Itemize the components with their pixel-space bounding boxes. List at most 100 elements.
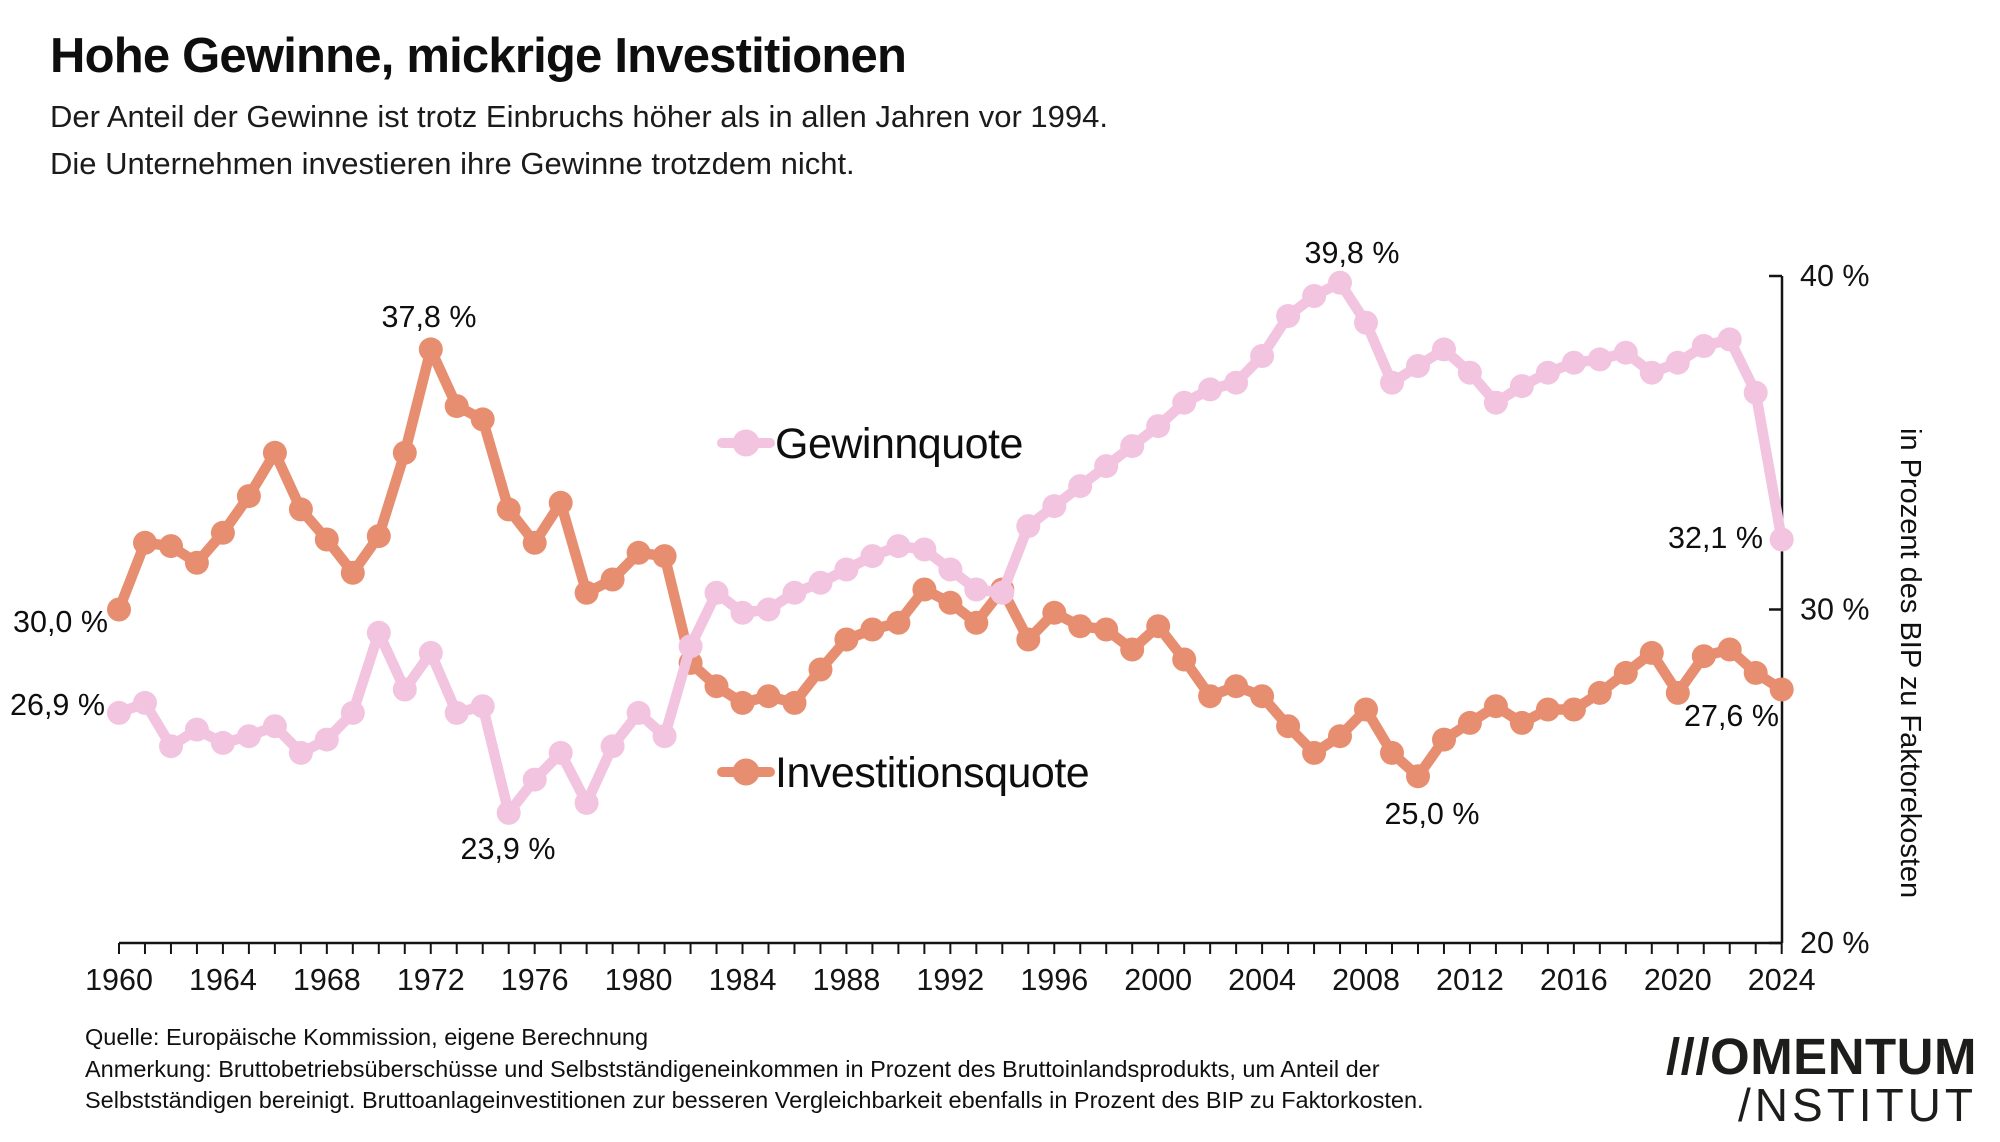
gewinnquote-legend-label: Gewinnquote (775, 420, 1023, 468)
gewinnquote-point (1457, 360, 1482, 385)
x-axis-tick-label: 1976 (501, 963, 569, 997)
investitionsquote-legend-label: Investitionsquote (775, 749, 1089, 797)
gewinnquote-point (1665, 350, 1690, 375)
investitionsquote-point (1613, 660, 1638, 685)
investitionsquote-point (184, 550, 209, 575)
investitionsquote-point (1432, 727, 1456, 752)
gewinnquote-point (1276, 304, 1301, 328)
gewinnquote-point (990, 580, 1015, 605)
gewinnquote-point (1535, 360, 1560, 385)
y-axis-tick-label: 30 % (1800, 593, 1870, 627)
x-axis-tick-label: 1968 (293, 963, 361, 997)
x-axis-tick-label: 1960 (85, 963, 153, 997)
investitionsquote-point (704, 674, 729, 699)
gewinnquote-point (1769, 527, 1794, 552)
gewinnquote-point (1250, 344, 1275, 368)
investitionsquote-point (1146, 614, 1171, 639)
x-axis-tick-label: 2000 (1124, 963, 1192, 997)
investitionsquote-point (1302, 740, 1327, 765)
investitionsquote-point (808, 657, 833, 682)
investitionsquote-point (1406, 764, 1430, 789)
investitionsquote-point (1380, 740, 1404, 765)
value-annotation: 23,9 % (461, 832, 556, 866)
investitionsquote-point (470, 407, 495, 432)
annotation-note-line1: Anmerkung: Bruttobetriebsüberschüsse und… (85, 1055, 1380, 1082)
x-axis-tick-label: 1964 (189, 963, 257, 997)
value-annotation: 39,8 % (1305, 236, 1400, 270)
gewinnquote-point (366, 620, 391, 645)
footer: Quelle: Europäische Kommission, eigene B… (85, 1022, 1424, 1117)
investitionsquote-point (392, 440, 417, 465)
chart-subtitle-line2: Die Unternehmen investieren ihre Gewinne… (50, 146, 855, 181)
investitionsquote-point (1665, 680, 1690, 705)
value-annotation: 32,1 % (1668, 521, 1763, 555)
gewinnquote-point (938, 557, 963, 582)
investitionsquote-point (1483, 694, 1508, 719)
investitionsquote-point (236, 484, 261, 509)
investitionsquote-point (1068, 614, 1093, 639)
gewinnquote-point (1380, 370, 1404, 395)
y-axis-tick-label: 40 % (1800, 259, 1870, 293)
gewinnquote-point (1509, 374, 1534, 399)
investitionsquote-point (938, 590, 963, 615)
investitionsquote-point (1639, 640, 1664, 665)
investitionsquote-point (133, 530, 157, 555)
gewinnquote-point (1639, 360, 1664, 385)
gewinnquote-point (548, 740, 573, 765)
gewinnquote-point (288, 740, 313, 765)
investitionsquote-point (1587, 680, 1612, 705)
chart-title: Hohe Gewinne, mickrige Investitionen (50, 29, 907, 83)
gewinnquote-point (184, 717, 209, 742)
investitionsquote-point (1120, 637, 1145, 662)
investitionsquote-point (834, 627, 859, 652)
investitionsquote-point (574, 580, 599, 605)
investitionsquote-point (886, 610, 911, 635)
gewinnquote-point (808, 570, 833, 595)
value-annotation: 37,8 % (382, 300, 477, 334)
investitionsquote-point (964, 610, 989, 635)
gewinnquote-point (1354, 310, 1378, 335)
gewinnquote-point (860, 544, 885, 569)
investitionsquote-legend-dot (732, 758, 760, 786)
investitionsquote-point (107, 597, 131, 622)
investitionsquote-point (730, 690, 755, 715)
investitionsquote-point (626, 540, 651, 565)
gewinnquote-point (886, 534, 911, 559)
investitionsquote-point (1276, 714, 1301, 739)
gewinnquote-point (652, 724, 677, 749)
gewinnquote-point (1172, 390, 1197, 415)
x-axis-tick-label: 1972 (397, 963, 465, 997)
gewinnquote-point (1328, 270, 1352, 295)
gewinnquote-legend-dot (732, 429, 760, 457)
investitionsquote-point (444, 394, 469, 419)
investitionsquote-point (496, 497, 521, 522)
investitionsquote-point (210, 520, 235, 545)
gewinnquote-point (1016, 514, 1041, 539)
gewinnquote-point (470, 694, 495, 719)
momentum-institut-logo: ///OMENTUM /NSTITUT (1666, 1028, 1977, 1128)
investitionsquote-point (1743, 660, 1768, 685)
investitionsquote-point (1250, 684, 1275, 709)
logo-line-momentum: ///OMENTUM (1666, 1028, 1977, 1085)
gewinnquote-point (704, 580, 729, 605)
value-annotation: 26,9 % (10, 688, 105, 722)
gewinnquote-point (1561, 350, 1586, 375)
gewinnquote-point (1406, 354, 1430, 378)
investitionsquote-point (1172, 647, 1197, 672)
gewinnquote-point (1691, 334, 1716, 358)
gewinnquote-point (834, 557, 859, 582)
x-axis-tick-label: 2012 (1436, 963, 1504, 997)
gewinnquote-point (1743, 380, 1768, 405)
gewinnquote-point (678, 634, 703, 659)
investitionsquote-point (1691, 644, 1716, 669)
investitionsquote-point (1535, 697, 1560, 722)
gewinnquote-point (107, 700, 131, 725)
x-axis-tick-label: 1980 (605, 963, 673, 997)
investitionsquote-point (1328, 724, 1352, 749)
gewinnquote-point (782, 580, 807, 605)
investitionsquote-point (756, 684, 781, 709)
x-axis-tick-label: 2008 (1332, 963, 1400, 997)
gewinnquote-point (133, 690, 157, 715)
gewinnquote-point (159, 734, 183, 759)
investitionsquote-point (1016, 627, 1041, 652)
